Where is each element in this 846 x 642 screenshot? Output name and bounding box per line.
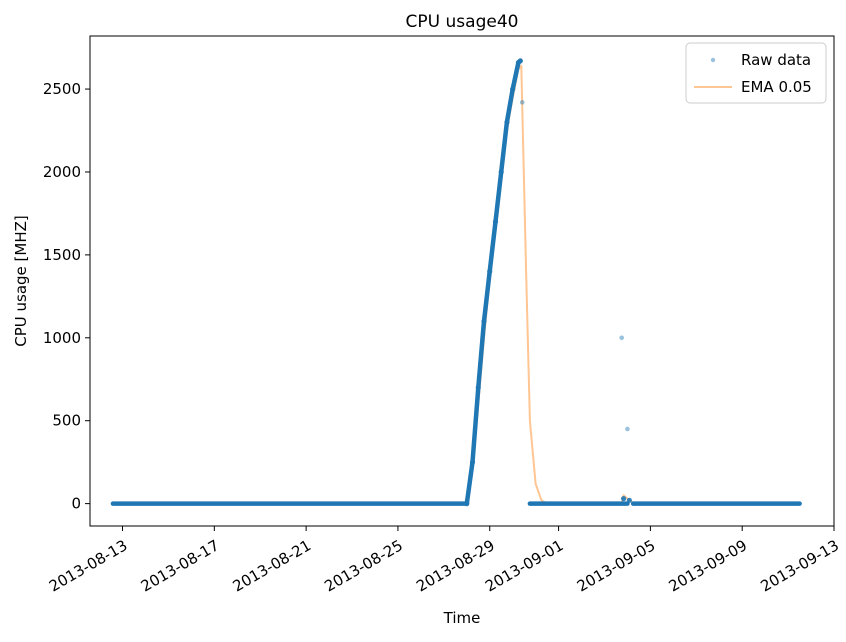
legend-box <box>685 42 827 104</box>
x-tick-label: 2013-08-17 <box>138 536 223 595</box>
raw-data-point <box>498 169 504 175</box>
raw-data-point <box>621 496 627 502</box>
x-tick-label: 2013-09-13 <box>757 536 842 595</box>
y-tick-label: 2000 <box>43 163 81 181</box>
raw-data-ramp <box>464 58 523 506</box>
x-tick-label: 2013-09-01 <box>482 536 567 595</box>
chart-title: CPU usage40 <box>406 12 519 32</box>
x-tick-label: 2013-09-09 <box>666 536 751 595</box>
raw-data-point <box>469 459 476 465</box>
y-tick-label: 1000 <box>43 329 81 347</box>
raw-data-point <box>504 119 510 125</box>
x-axis-ticks: 2013-08-13 2013-08-17 2013-08-21 2013-08-25… <box>46 526 842 595</box>
raw-data-point <box>464 501 470 507</box>
raw-data-point <box>510 86 516 92</box>
x-axis-label: Time <box>443 609 481 627</box>
x-tick-label: 2013-08-25 <box>321 536 406 595</box>
legend-raw-label: Raw data <box>741 51 811 69</box>
x-tick-label: 2013-08-13 <box>46 536 131 595</box>
raw-data-point <box>517 58 523 64</box>
legend-raw-marker <box>710 57 716 63</box>
legend: Raw data EMA 0.05 <box>685 42 827 104</box>
y-tick-label: 0 <box>71 495 81 513</box>
raw-data-point <box>626 497 632 503</box>
y-axis-ticks: 0 500 1000 1500 2000 2500 <box>43 80 90 513</box>
raw-data-point <box>519 100 525 105</box>
legend-ema-label: EMA 0.05 <box>741 78 812 96</box>
raw-data-point <box>619 335 625 341</box>
raw-data-point <box>625 426 630 432</box>
raw-data-point <box>475 384 481 391</box>
x-tick-label: 2013-09-05 <box>574 536 659 595</box>
x-tick-label: 2013-08-21 <box>230 536 315 595</box>
y-tick-label: 2500 <box>43 80 81 98</box>
y-tick-label: 1500 <box>43 246 81 264</box>
y-tick-label: 500 <box>52 412 81 430</box>
plot-content <box>110 58 802 507</box>
ema-line <box>113 64 800 505</box>
raw-data-point <box>492 219 499 225</box>
y-axis-label: CPU usage [MHZ] <box>12 215 30 347</box>
raw-data-point <box>487 268 493 275</box>
plot-frame <box>89 35 835 527</box>
raw-data-point <box>481 318 487 324</box>
